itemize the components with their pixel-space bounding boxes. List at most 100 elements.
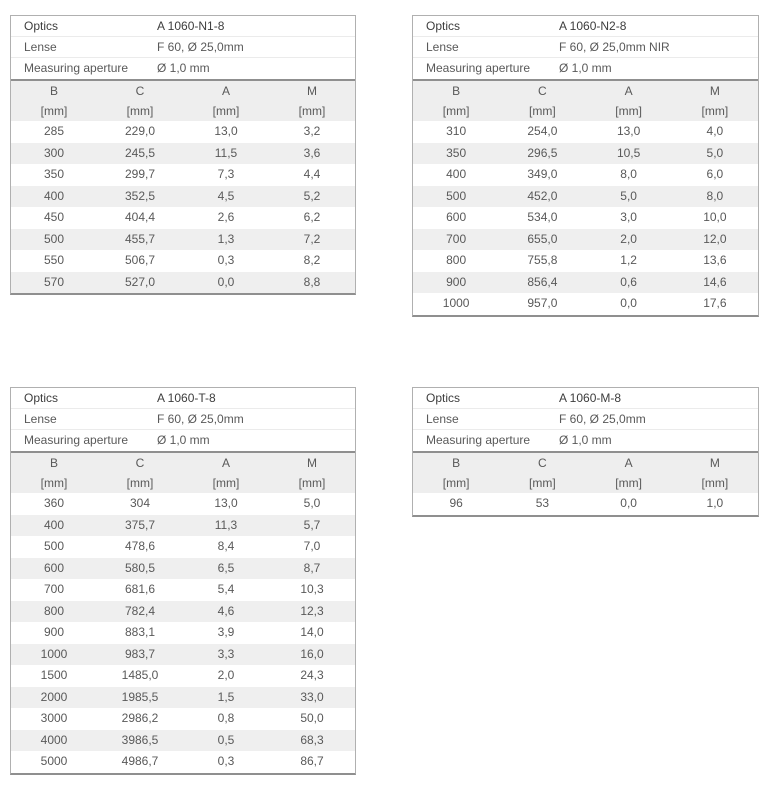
table-cell: 0,8 <box>217 711 235 725</box>
table-cell: 600 <box>446 210 467 224</box>
table-cell: 4000 <box>40 732 68 747</box>
table-cell: 350 <box>43 167 65 181</box>
column-unit: [mm] <box>298 476 326 490</box>
table-cell: 3,2 <box>303 124 321 138</box>
column-units-row: [mm] [mm] [mm] [mm] <box>11 473 355 493</box>
table-cell: 4,5 <box>217 188 235 203</box>
table-cell: 655,0 <box>527 231 558 246</box>
column-unit: [mm] <box>701 476 729 490</box>
table-cell: 8,0 <box>706 188 724 203</box>
table-cell: 285 <box>43 124 65 138</box>
table-row: 700 681,6 5,4 10,3 <box>11 579 355 601</box>
table-cell: 500 <box>43 231 65 246</box>
column-header-b: B <box>49 84 58 98</box>
table-row: 300 245,5 11,5 3,6 <box>11 142 355 164</box>
column-header-c: C <box>135 456 145 470</box>
info-row-measuring-aperture: Measuring aperture Ø 1,0 mm <box>413 58 758 79</box>
column-header-m: M <box>307 84 317 98</box>
table-row: 700 655,0 2,0 12,0 <box>413 228 758 250</box>
table-cell: 1000 <box>40 646 68 661</box>
table-cell: 375,7 <box>124 517 156 532</box>
table-cell: 24,3 <box>300 668 324 682</box>
info-value: A 1060-T-8 <box>157 391 216 405</box>
table-cell: 13,0 <box>616 124 641 138</box>
info-row-measuring-aperture: Measuring aperture Ø 1,0 mm <box>413 430 758 451</box>
table-cell: 1500 <box>40 668 68 682</box>
table-row: 350 299,7 7,3 4,4 <box>11 164 355 186</box>
table-cell: 11,3 <box>214 517 238 532</box>
table-row: 500 452,0 5,0 8,0 <box>413 185 758 207</box>
table-cell: 3,0 <box>620 210 637 224</box>
table-cell: 983,7 <box>124 646 156 661</box>
info-value: Ø 1,0 mm <box>157 61 210 75</box>
info-value: Ø 1,0 mm <box>559 61 612 75</box>
table-cell: 16,0 <box>300 646 324 661</box>
table-cell: 550 <box>43 253 65 267</box>
table-cell: 957,0 <box>527 296 558 310</box>
table-cell: 17,6 <box>703 296 727 310</box>
column-header-c: C <box>135 84 145 98</box>
table-cell: 13,0 <box>214 496 238 510</box>
column-units-row: [mm] [mm] [mm] [mm] <box>413 473 758 493</box>
table-cell: 299,7 <box>124 167 156 181</box>
table-cell: 580,5 <box>124 560 156 575</box>
table-row: 1500 1485,0 2,0 24,3 <box>11 665 355 687</box>
table-cell: 296,5 <box>527 145 558 160</box>
table-cell: 570 <box>43 274 65 289</box>
column-header-section: B C A M [mm] [mm] [mm] [mm] <box>11 79 355 121</box>
table-cell: 7,0 <box>303 539 321 553</box>
table-cell: 5,0 <box>303 496 321 510</box>
column-header-section: B C A M [mm] [mm] [mm] [mm] <box>11 451 355 493</box>
info-row-optics: Optics A 1060-M-8 <box>413 388 758 409</box>
table-cell: 2,0 <box>217 668 235 682</box>
table-cell: 254,0 <box>527 124 558 138</box>
table-row: 4000 3986,5 0,5 68,3 <box>11 729 355 751</box>
table-row: 310 254,0 13,0 4,0 <box>413 121 758 143</box>
table-cell: 1485,0 <box>121 668 159 682</box>
table-row: 900 883,1 3,9 14,0 <box>11 622 355 644</box>
table-body: 285 229,0 13,0 3,2 300 245,5 11,5 3,6 350 299,7 7,… <box>11 121 355 293</box>
table-cell: 900 <box>43 625 65 639</box>
table-cell: 400 <box>43 188 65 203</box>
info-value: F 60, Ø 25,0mm <box>157 412 244 426</box>
table-cell: 2,6 <box>217 210 235 224</box>
table-row: 360 304 13,0 5,0 <box>11 493 355 515</box>
table-cell: 1,2 <box>620 253 637 267</box>
table-cell: 600 <box>43 560 65 575</box>
info-row-lense: Lense F 60, Ø 25,0mm <box>11 37 355 58</box>
column-units-row: [mm] [mm] [mm] [mm] <box>413 101 758 121</box>
table-cell: 5,7 <box>303 517 321 532</box>
column-units-row: [mm] [mm] [mm] [mm] <box>11 101 355 121</box>
table-cell: 4,4 <box>303 167 321 181</box>
info-row-optics: Optics A 1060-N1-8 <box>11 16 355 37</box>
column-unit: [mm] <box>529 104 556 118</box>
table-cell: 3,3 <box>217 646 235 661</box>
table-cell: 6,5 <box>217 560 235 575</box>
table-cell: 3,6 <box>303 145 321 160</box>
table-cell: 10,5 <box>616 145 641 160</box>
table-row: 2000 1985,5 1,5 33,0 <box>11 686 355 708</box>
info-label: Optics <box>426 19 461 33</box>
table-cell: 500 <box>43 539 65 553</box>
table-cell: 8,2 <box>303 253 321 267</box>
table-cell: 0,3 <box>217 754 235 768</box>
table-row: 600 580,5 6,5 8,7 <box>11 557 355 579</box>
table-cell: 245,5 <box>124 145 156 160</box>
table-cell: 352,5 <box>124 188 156 203</box>
table-cell: 4,6 <box>217 603 235 618</box>
table-info-section: Optics A 1060-N2-8 Lense F 60, Ø 25,0mm NIR… <box>413 16 758 79</box>
table-cell: 12,0 <box>703 231 727 246</box>
column-unit: [mm] <box>701 104 729 118</box>
table-body: 310 254,0 13,0 4,0 350 296,5 10,5 5,0 400 349,0 8,… <box>413 121 758 315</box>
info-row-optics: Optics A 1060-N2-8 <box>413 16 758 37</box>
table-cell: 5,2 <box>303 188 321 203</box>
table-cell: 0,6 <box>620 274 637 289</box>
table-cell: 11,5 <box>214 145 238 160</box>
table-cell: 700 <box>43 582 65 596</box>
column-header-a: A <box>624 456 633 470</box>
table-info-section: Optics A 1060-N1-8 Lense F 60, Ø 25,0mm Meas… <box>11 16 355 79</box>
column-header-a: A <box>221 456 230 470</box>
table-cell: 0,0 <box>620 296 637 310</box>
table-cell: 1985,5 <box>121 689 159 704</box>
